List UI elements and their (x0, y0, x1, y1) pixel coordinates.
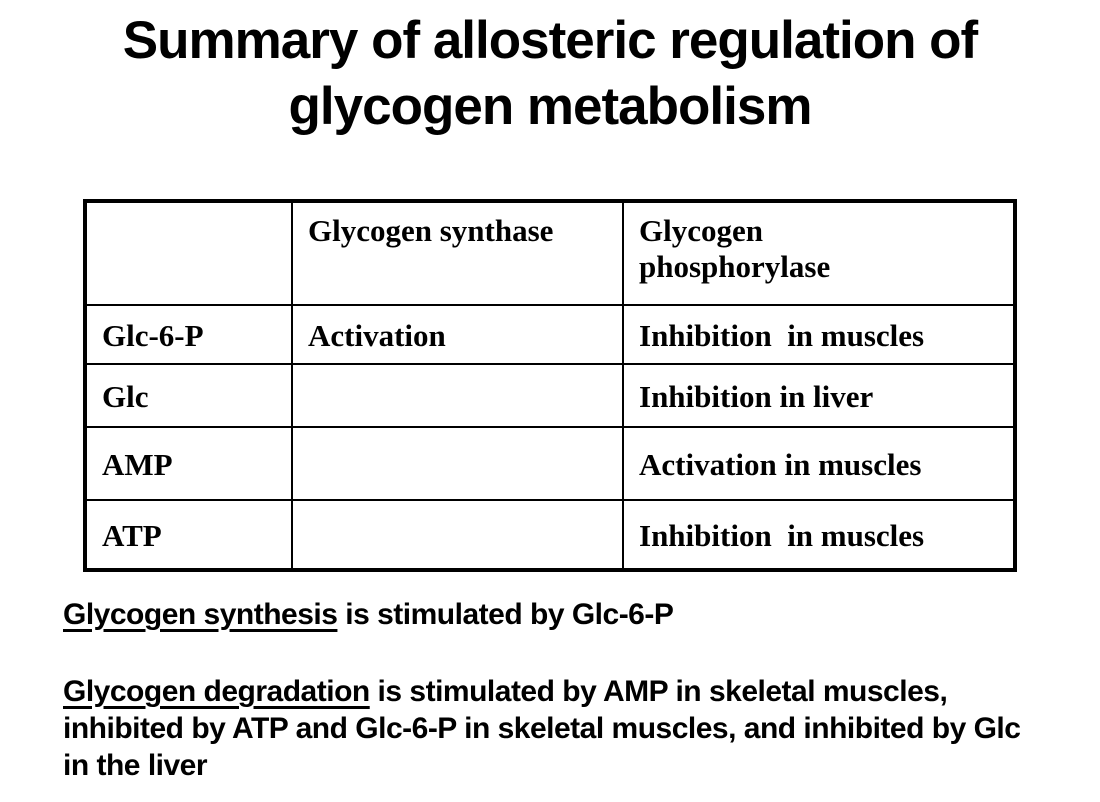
header-cell-glycogen-phosphorylase: Glycogen phosphorylase (622, 200, 1016, 306)
note-rest-glycogen-synthesis: is stimulated by Glc-6-P (337, 598, 674, 631)
note-glycogen-degradation: Glycogen degradation is stimulated by AM… (63, 673, 1053, 784)
cell-effector: AMP (84, 426, 293, 501)
table-header-row: Glycogen synthase Glycogen phosphorylase (84, 200, 1016, 306)
table-row: Glc Inhibition in liver (84, 363, 1016, 428)
cell-synthase (291, 363, 624, 428)
allosteric-regulation-table: Glycogen synthase Glycogen phosphorylase… (83, 199, 1017, 572)
page-title: Summary of allosteric regulation of glyc… (122, 11, 978, 136)
slide: Summary of allosteric regulation of glyc… (0, 8, 1100, 802)
table-row: Glc-6-P Activation Inhibition in muscles (84, 304, 1016, 365)
header-cell-effector (84, 200, 293, 306)
cell-phosphorylase: Inhibition in muscles (622, 304, 1016, 365)
header-label-glycogen-phosphorylase: Glycogen phosphorylase (639, 213, 831, 284)
cell-synthase: Activation (291, 304, 624, 365)
cell-phosphorylase: Activation in muscles (622, 426, 1016, 501)
note-glycogen-synthesis: Glycogen synthesis is stimulated by Glc-… (63, 596, 1053, 633)
table-row: AMP Activation in muscles (84, 426, 1016, 501)
notes-section: Glycogen synthesis is stimulated by Glc-… (63, 596, 1053, 802)
note-rest-glycogen-degradation: is stimulated by AMP in skeletal muscles… (63, 675, 1021, 782)
header-cell-glycogen-synthase: Glycogen synthase (291, 200, 624, 306)
cell-synthase (291, 426, 624, 501)
note-lead-glycogen-synthesis: Glycogen synthesis (63, 598, 338, 631)
cell-effector: Glc (84, 363, 293, 428)
note-lead-glycogen-degradation: Glycogen degradation (63, 675, 370, 708)
cell-synthase (291, 499, 624, 571)
cell-effector: Glc-6-P (84, 304, 293, 365)
cell-phosphorylase: Inhibition in liver (622, 363, 1016, 428)
cell-effector: ATP (84, 499, 293, 571)
cell-phosphorylase: Inhibition in muscles (622, 499, 1016, 571)
table-row: ATP Inhibition in muscles (84, 499, 1016, 571)
